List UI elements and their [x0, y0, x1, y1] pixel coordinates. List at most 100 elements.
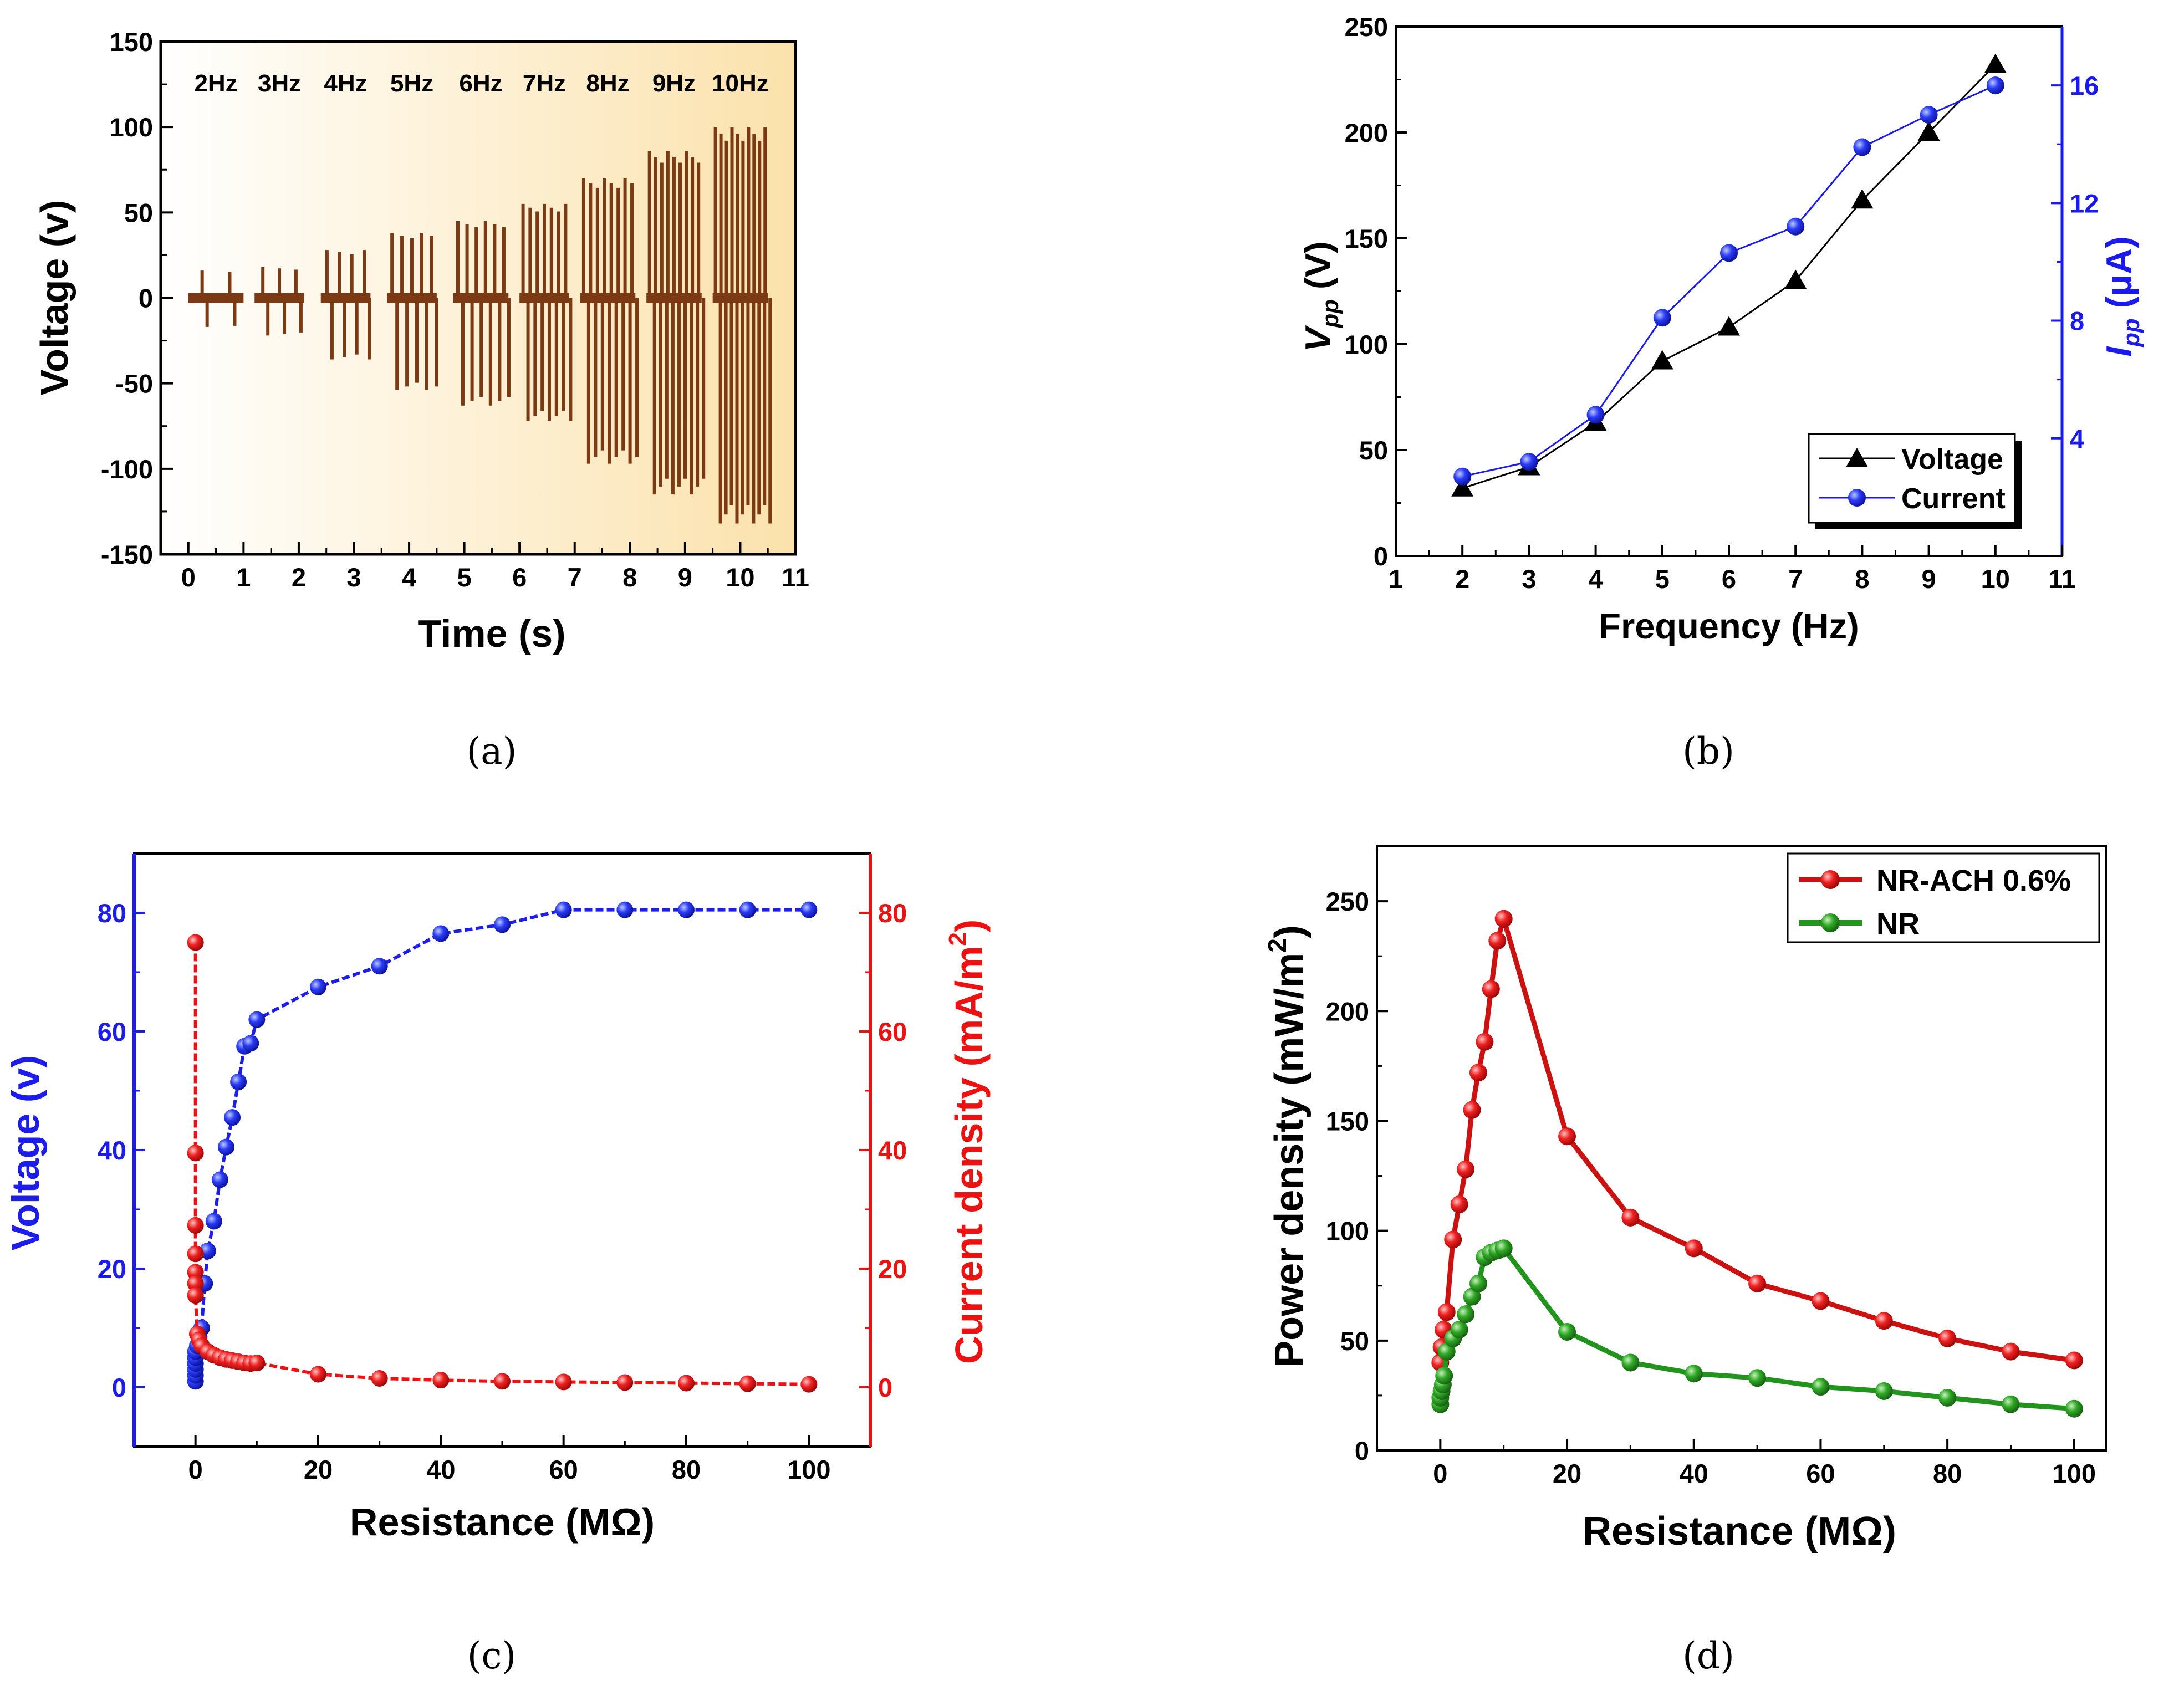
- panel-b-xtick-label: 7: [1788, 564, 1803, 594]
- panel-b-y-tick-label: 250: [1345, 12, 1388, 42]
- panel-c-y-tick-label: 60: [98, 1017, 126, 1046]
- panel-b-y-tick-label: 100: [1345, 330, 1388, 359]
- panel-a-xtick-label: 11: [782, 563, 809, 592]
- voltage-point: [242, 1035, 259, 1052]
- legend-nr-marker: [1821, 913, 1840, 932]
- panel-d-frame: [1376, 845, 2107, 1452]
- nrach-point: [1558, 1127, 1576, 1146]
- panel-a-xtick-label: 0: [181, 563, 196, 592]
- frequency-label: 2Hz: [194, 70, 237, 97]
- nr-point: [2065, 1399, 2083, 1418]
- panel-a-xtick-label: 9: [678, 563, 692, 592]
- nrach-point: [1450, 1195, 1468, 1214]
- panel-c-y2-tick-label: 0: [878, 1373, 892, 1402]
- nrach-point: [2065, 1351, 2083, 1370]
- voltage-point: [1651, 350, 1673, 370]
- voltage-point: [1851, 189, 1874, 209]
- panel-a-y-tick-label: 0: [139, 284, 153, 313]
- legend-nr-label: NR: [1876, 907, 1920, 941]
- nrach-point: [1812, 1292, 1830, 1310]
- panel-c-series: [187, 901, 818, 1393]
- panel-b-ylabel: Vpp (V): [1298, 241, 1343, 351]
- current-density-point: [555, 1373, 572, 1391]
- current-density-point: [678, 1375, 695, 1392]
- panel-c-y-tick-label: 40: [98, 1136, 126, 1165]
- current-density-point: [187, 1245, 204, 1263]
- panel-c-y-tick-label: 20: [98, 1254, 126, 1284]
- panel-b-xtick-label: 5: [1655, 564, 1670, 594]
- voltage-point: [1451, 477, 1474, 497]
- panel-d-xtick-label: 20: [1553, 1459, 1581, 1488]
- panel-c-xtick-label: 40: [426, 1455, 455, 1484]
- panel-b-y2-tick-label: 16: [2070, 71, 2099, 100]
- panel-d-ticks: 0 20 40 60 80 100 0 50 100 150 200 250: [1326, 887, 2096, 1488]
- panel-b-legend: Voltage Current: [1808, 433, 2022, 529]
- legend-nrach-marker: [1821, 870, 1840, 889]
- current-point: [1920, 106, 1938, 124]
- current-density-point: [432, 1372, 450, 1389]
- panel-d-xtick-label: 80: [1933, 1459, 1962, 1488]
- series-current-line: [1462, 84, 1996, 478]
- panel-a-xtick-label: 10: [726, 563, 754, 592]
- current-density-point: [494, 1373, 511, 1390]
- panel-c-y-tick-label: 0: [112, 1373, 126, 1402]
- voltage-point: [1984, 53, 2007, 73]
- panel-d-legend: NR-ACH 0.6% NR: [1787, 852, 2100, 943]
- current-density-point: [187, 934, 204, 951]
- panel-c-y2-tick-label: 80: [878, 898, 907, 928]
- current-density-point: [800, 1376, 818, 1393]
- legend-nrach-label: NR-ACH 0.6%: [1876, 864, 2071, 897]
- panel-a: 2Hz 3Hz 4Hz 5Hz 6Hz 7Hz 8Hz 9Hz 10Hz 0 1 2 3 4 5 6 7 8 9 1…: [33, 27, 809, 773]
- panel-b-legend-box: [1808, 433, 2016, 524]
- voltage-point: [224, 1109, 241, 1126]
- panel-c-y2-tick-label: 40: [878, 1136, 907, 1165]
- panel-c-xtick-label: 60: [549, 1455, 578, 1484]
- panel-c-xlabel: Resistance (MΩ): [350, 1500, 655, 1544]
- panel-c-y2-tick-label: 60: [878, 1017, 907, 1046]
- nrach-point: [1875, 1312, 1893, 1330]
- frequency-label: 4Hz: [324, 70, 367, 97]
- current-density-point: [310, 1366, 326, 1383]
- series-current-density-line: [193, 942, 809, 1386]
- nrach-line: [1437, 916, 2075, 1363]
- panel-d-legend-box: [1787, 852, 2100, 943]
- panel-a-ylabel: Voltage (v): [33, 200, 76, 396]
- panel-a-ticks: 0 1 2 3 4 5 6 7 8 9 10 11 -150 -100 -50 0 50 100 150: [101, 27, 809, 592]
- current-density-point: [739, 1375, 756, 1392]
- panel-d-y-tick-label: 100: [1326, 1217, 1369, 1246]
- panel-d-y-tick-label: 250: [1326, 887, 1369, 916]
- panel-c-xtick-label: 0: [188, 1455, 203, 1484]
- nrach-point: [1621, 1208, 1640, 1227]
- panel-d-y-tick-label: 200: [1326, 997, 1369, 1026]
- panel-c-ylabel: Voltage (v): [4, 1055, 47, 1251]
- panel-c-y2label: Current density (mA/m2): [944, 919, 991, 1364]
- panel-b-y2-tick-label: 12: [2070, 188, 2099, 218]
- frequency-label: 3Hz: [258, 70, 301, 97]
- voltage-point: [218, 1138, 234, 1156]
- panel-b-xtick-label: 8: [1855, 564, 1869, 594]
- panel-d-xtick-label: 40: [1680, 1459, 1708, 1488]
- panel-d-y-tick-label: 50: [1340, 1326, 1369, 1356]
- legend-voltage-marker: [1846, 448, 1868, 467]
- nrach-point: [1463, 1101, 1481, 1119]
- nr-point: [1875, 1382, 1893, 1400]
- panel-a-xtick-label: 4: [402, 563, 416, 592]
- panel-a-xtick-label: 1: [236, 563, 251, 592]
- current-density-point: [616, 1374, 634, 1391]
- current-point: [1453, 467, 1472, 486]
- panel-a-y-tick-label: 150: [110, 27, 153, 57]
- voltage-point: [678, 901, 695, 918]
- frequency-label: 7Hz: [523, 70, 566, 97]
- nr-point: [1938, 1388, 1957, 1407]
- nrach-point: [1437, 1303, 1456, 1321]
- panel-a-xtick-label: 5: [457, 563, 472, 592]
- panel-b-y2-tick-label: 8: [2070, 306, 2084, 336]
- nrach-point: [1476, 1033, 1494, 1051]
- panel-a-waveforms: [188, 127, 772, 524]
- nrach-point: [1444, 1230, 1462, 1249]
- current-density-point: [187, 1145, 204, 1162]
- nr-point: [1469, 1274, 1487, 1292]
- panel-b-xtick-label: 4: [1589, 564, 1603, 594]
- voltage-point: [555, 901, 572, 918]
